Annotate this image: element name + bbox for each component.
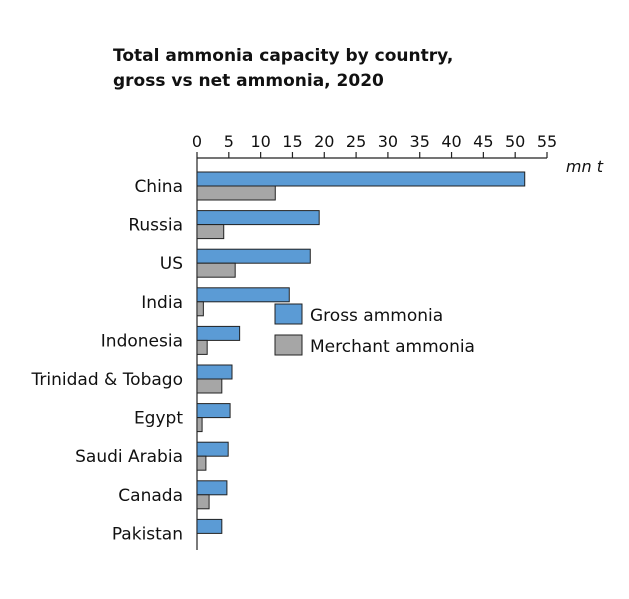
bar-merchant-5 — [196, 378, 223, 394]
category-label-2: US — [160, 254, 183, 274]
bar-merchant-8 — [196, 494, 210, 510]
category-label-4: Indonesia — [101, 331, 183, 351]
x-tick-label-5: 5 — [224, 132, 234, 151]
category-label-6: Egypt — [134, 409, 183, 429]
bar-merchant-4 — [196, 339, 208, 355]
bar-gross-5 — [196, 364, 233, 380]
bar-gross-2 — [196, 248, 311, 264]
x-tick-label-35: 35 — [410, 132, 430, 151]
bar-gross-6 — [196, 403, 231, 419]
chart-title-line-2: gross vs net ammonia, 2020 — [113, 71, 384, 91]
legend-label-0: Gross ammonia — [310, 306, 443, 326]
category-label-9: Pakistan — [112, 524, 183, 544]
category-label-5: Trinidad & Tobago — [31, 370, 183, 390]
bar-gross-3 — [196, 287, 290, 303]
bar-merchant-1 — [196, 224, 225, 240]
bar-merchant-3 — [196, 301, 204, 317]
bar-gross-9 — [196, 518, 223, 534]
bar-gross-0 — [196, 171, 526, 187]
bar-gross-1 — [196, 210, 320, 226]
category-label-1: Russia — [128, 216, 183, 236]
unit-label: mn t — [566, 157, 604, 176]
bar-gross-4 — [196, 325, 241, 341]
bar-gross-7 — [196, 441, 229, 457]
bar-merchant-0 — [196, 185, 276, 201]
x-tick-label-20: 20 — [314, 132, 334, 151]
category-label-0: China — [134, 177, 183, 197]
x-tick-label-0: 0 — [192, 132, 202, 151]
legend-swatch-0 — [274, 303, 303, 325]
x-tick-label-55: 55 — [537, 132, 557, 151]
bar-gross-8 — [196, 480, 228, 496]
category-label-3: India — [141, 293, 183, 313]
category-label-7: Saudi Arabia — [75, 447, 183, 467]
legend-swatch-1 — [274, 334, 303, 356]
x-tick-label-40: 40 — [441, 132, 461, 151]
bar-merchant-7 — [196, 455, 207, 471]
legend-label-1: Merchant ammonia — [310, 337, 475, 357]
category-label-8: Canada — [118, 486, 183, 506]
x-tick-label-10: 10 — [250, 132, 270, 151]
bar-merchant-6 — [196, 417, 203, 433]
chart-title: Total ammonia capacity by country, gross… — [113, 44, 453, 94]
x-tick-label-30: 30 — [378, 132, 398, 151]
bar-merchant-2 — [196, 262, 236, 278]
x-tick-label-50: 50 — [505, 132, 525, 151]
x-tick-label-15: 15 — [282, 132, 302, 151]
x-tick-label-25: 25 — [346, 132, 366, 151]
chart-title-line-1: Total ammonia capacity by country, — [113, 46, 454, 66]
x-tick-label-45: 45 — [473, 132, 493, 151]
